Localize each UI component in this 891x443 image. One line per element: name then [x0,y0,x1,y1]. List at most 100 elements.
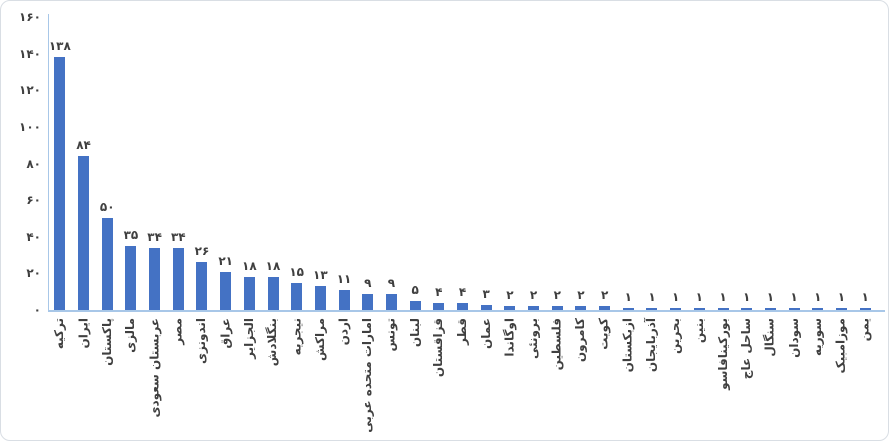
bar-value-label: ۹ [387,276,396,290]
category-label: مصر [170,318,185,345]
y-axis-line [48,14,49,310]
category-label: عمان [478,318,493,349]
category-label: امارات متحده عربی [360,318,375,433]
bar-value-label: ۱ [814,290,822,304]
category-label: مراکش [312,318,327,361]
bar-value-label: ۳۴ [170,230,186,244]
bar [338,290,350,310]
category-label: بنین [691,318,706,344]
category-label: عراق [218,318,233,349]
bar [480,305,492,310]
category-label: اوگاندا [502,318,517,357]
bar-value-label: ۸۴ [76,138,91,152]
category-label: قزاقستان [431,318,446,378]
category-label: الجزایر [241,318,256,359]
x-axis-line [48,310,885,312]
bar-value-label: ۱ [861,290,869,304]
bar-value-label: ۴ [458,285,467,299]
bar-value-label: ۵ [411,283,419,297]
category-label: قطر [455,318,469,346]
bar-value-label: ۲۱ [218,254,233,268]
bar [196,262,208,310]
bar [528,306,540,310]
y-tick-label: ۸۰ [26,156,41,171]
category-label: ایران [76,318,91,349]
category-label: اردن [336,318,351,346]
bar [859,308,871,310]
category-label: پاکستان [99,318,114,366]
bar [101,218,113,310]
category-label: ساحل عاج [739,318,754,380]
y-tick-label: ۲۰ [26,266,41,281]
bar-value-label: ۱ [648,290,656,304]
category-label: مالزی [123,318,138,353]
bar [764,308,776,310]
bar [125,246,137,310]
bar-value-label: ۱۵ [289,265,305,279]
bar [622,308,634,310]
bar [314,286,326,310]
bar [409,301,421,310]
category-label: آذربایجان [644,318,659,373]
bar [362,294,374,310]
bar-value-label: ۱۸ [265,259,281,273]
bar [812,308,824,310]
bar-value-label: ۳۴ [147,230,162,244]
bar [54,57,66,310]
category-label: یمن [857,318,872,342]
y-tick-label: ۱۰۰ [19,119,41,134]
bar [717,308,729,310]
category-label: ازبکستان [620,318,635,373]
bar-value-label: ۲ [506,288,514,302]
bar-value-label: ۱۳ [313,268,328,282]
bar [575,306,587,310]
category-label: کامرون [573,318,588,363]
category-label: سودان [786,318,801,358]
category-label: لبنان [407,318,422,348]
bar [243,277,255,310]
bar [741,308,753,310]
bar-value-label: ۱ [671,290,680,304]
category-label: بورکینافاسو [715,318,730,390]
category-label: موزامبیک [833,318,848,374]
bar-value-label: ۴ [435,285,443,299]
bar-value-label: ۱ [743,290,751,304]
bar-value-label: ۱۳۸ [48,39,71,53]
bar-value-label: ۱ [719,290,727,304]
bar-value-label: ۵۰ [99,200,115,214]
bar-value-label: ۱ [695,290,704,304]
bar [670,308,682,310]
y-tick-label: ۱۲۰ [19,83,41,98]
bar-value-label: ۲ [577,288,585,302]
bar [788,308,800,310]
category-label: سنگال [762,318,777,357]
bar [433,303,445,310]
bar [149,248,161,310]
bar-value-label: ۱ [837,290,846,304]
bar [78,156,90,310]
bar-value-label: ۲ [553,288,561,302]
category-label: برونئی [526,318,541,359]
bar-value-label: ۲۶ [194,244,210,258]
category-label: سوریه [810,318,825,357]
bar [457,303,468,310]
bar [504,306,516,310]
bar [551,306,563,310]
category-label: بحرین [668,318,683,354]
y-tick-label: ۶۰ [26,193,41,208]
bar [646,308,658,310]
bar [693,308,705,310]
bar-value-label: ۱ [624,290,632,304]
category-label: فلسطین [549,318,564,371]
bar-value-label: ۱ [790,290,798,304]
bar-value-label: ۹ [364,276,372,290]
bar-value-label: ۱ [766,290,775,304]
bar [172,248,184,310]
category-label: اندونزی [194,318,209,364]
category-label: عربستان سعودی [147,318,162,418]
category-label: بنگلادش [265,318,280,367]
bar [599,306,611,310]
bar [220,272,232,310]
